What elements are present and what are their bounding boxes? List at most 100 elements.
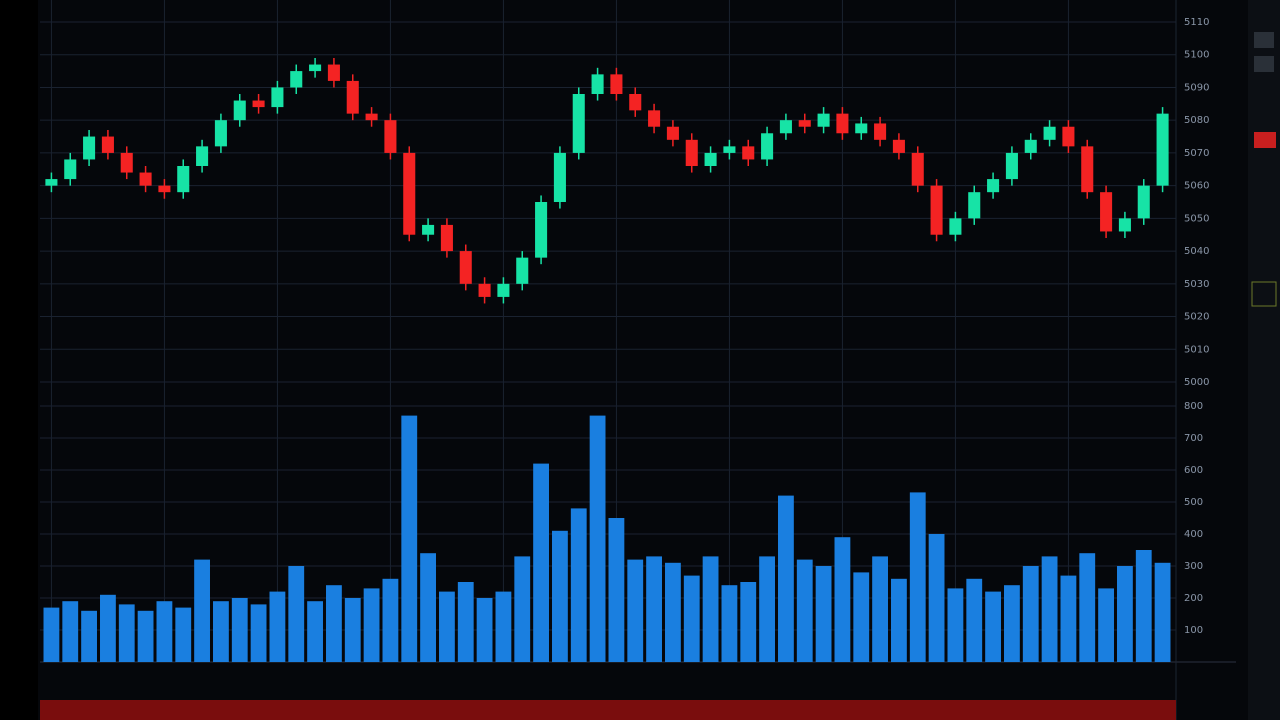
candle-body	[158, 185, 171, 193]
candle-body	[723, 146, 736, 153]
volume-bar	[288, 566, 305, 662]
volume-bar	[213, 601, 229, 662]
y-tick-label: 800	[1184, 401, 1203, 412]
volume-bar	[985, 591, 1001, 662]
candle-body	[629, 94, 642, 111]
y-tick-label: 5010	[1184, 344, 1209, 355]
volume-bar	[156, 601, 173, 662]
candle-body	[1043, 126, 1056, 140]
candle-body	[1156, 113, 1169, 186]
tool-button[interactable]	[1254, 56, 1274, 72]
candle-body	[346, 80, 359, 114]
candle-body	[911, 152, 924, 186]
y-tick-label: 500	[1184, 497, 1203, 508]
candle-body	[892, 139, 905, 153]
candle-body	[874, 123, 887, 140]
candle-body	[45, 179, 58, 186]
candle-body	[535, 202, 548, 258]
candle-body	[478, 283, 491, 297]
volume-bar	[721, 585, 738, 662]
candle-body	[591, 74, 604, 94]
volume-bar	[1079, 553, 1096, 662]
candle-body	[1062, 126, 1075, 147]
candle-body	[327, 64, 340, 81]
candle-body	[309, 64, 322, 72]
volume-bar	[250, 604, 267, 662]
candle-body	[365, 113, 378, 121]
y-tick-label: 5030	[1184, 279, 1209, 290]
volume-bar	[702, 556, 719, 662]
volume-bar	[552, 530, 568, 662]
volume-bar	[966, 578, 983, 662]
volume-bar	[514, 556, 531, 662]
candle-body	[779, 120, 792, 134]
candle-body	[233, 100, 246, 121]
tool-button[interactable]	[1251, 281, 1277, 307]
candle-body	[761, 133, 774, 160]
volume-bar	[495, 591, 512, 662]
volume-bar	[891, 578, 907, 662]
candle-body	[855, 123, 868, 134]
volume-bar	[100, 594, 116, 662]
left-edge	[0, 0, 38, 720]
volume-bar	[81, 610, 97, 662]
candle-body	[1137, 185, 1150, 219]
candle-body	[290, 71, 303, 88]
volume-bar	[382, 578, 399, 662]
candle-body	[666, 126, 679, 140]
indicator-band	[40, 700, 1176, 720]
y-tick-label: 5000	[1184, 377, 1209, 388]
tool-button[interactable]	[1254, 132, 1276, 148]
y-tick-label: 5110	[1184, 17, 1209, 28]
tool-button[interactable]	[1254, 32, 1274, 48]
volume-bar	[646, 556, 662, 662]
volume-bar	[118, 604, 135, 662]
candle-body	[214, 120, 227, 147]
volume-bar	[740, 582, 757, 662]
candle-body	[949, 218, 962, 235]
y-tick-label: 5100	[1184, 50, 1209, 61]
candle-body	[440, 224, 453, 252]
candle-body	[742, 146, 755, 160]
volume-bar	[608, 518, 625, 662]
volume-bar	[665, 562, 681, 662]
y-tick-label: 5080	[1184, 115, 1209, 126]
candle-body	[1024, 139, 1037, 153]
candle-body	[968, 192, 981, 219]
volume-bar	[1041, 556, 1058, 662]
y-tick-label: 200	[1184, 593, 1203, 604]
volume-bar	[834, 537, 851, 662]
volume-bar	[344, 598, 361, 662]
candle-body	[252, 100, 265, 108]
volume-bar	[1022, 566, 1039, 662]
candle-body	[101, 136, 114, 153]
candle-body	[516, 257, 529, 284]
candle-body	[497, 283, 510, 297]
volume-bar	[1004, 585, 1020, 662]
candle-body	[403, 152, 416, 235]
volume-bar	[853, 572, 870, 662]
volume-bar	[1098, 588, 1114, 662]
volume-bar	[815, 566, 832, 662]
candle-body	[685, 139, 698, 166]
volume-bar	[457, 582, 474, 662]
y-tick-label: 700	[1184, 433, 1203, 444]
candle-body	[1005, 152, 1018, 180]
volume-bar	[1117, 566, 1133, 662]
candle-body	[120, 152, 133, 173]
volume-bar	[43, 607, 60, 662]
candle-body	[422, 224, 435, 235]
y-tick-label: 5070	[1184, 148, 1209, 159]
candle-body	[553, 152, 566, 202]
volume-bar	[439, 591, 455, 662]
volume-bar	[476, 598, 493, 662]
volume-bar	[326, 585, 342, 662]
y-tick-label: 5060	[1184, 181, 1209, 192]
candle-body	[572, 94, 585, 153]
volume-bar	[175, 607, 192, 662]
y-tick-label: 5050	[1184, 213, 1209, 224]
y-tick-label: 5040	[1184, 246, 1209, 257]
candle-body	[836, 113, 849, 134]
volume-bar	[62, 601, 79, 662]
volume-bar	[269, 591, 286, 662]
